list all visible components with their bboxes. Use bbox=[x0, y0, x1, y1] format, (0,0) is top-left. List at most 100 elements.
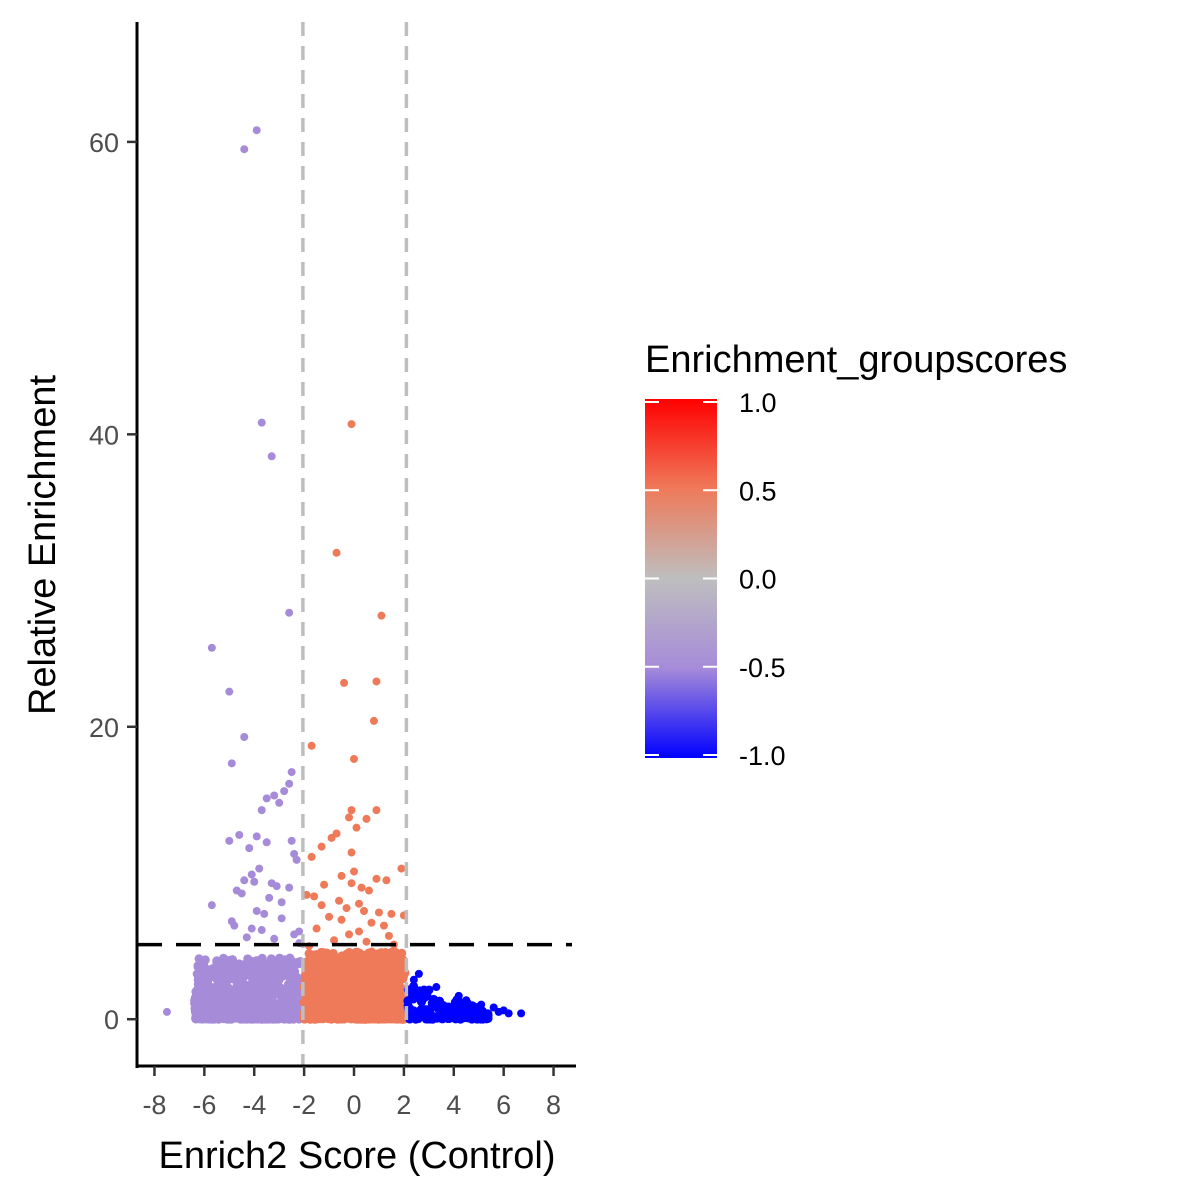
data-point bbox=[280, 787, 289, 796]
data-point bbox=[409, 975, 418, 984]
data-point bbox=[350, 754, 359, 763]
data-point bbox=[325, 912, 334, 921]
data-point bbox=[277, 914, 286, 923]
data-point bbox=[423, 1014, 433, 1024]
data-point bbox=[273, 1014, 283, 1024]
data-point bbox=[395, 1003, 405, 1013]
data-point bbox=[444, 1007, 454, 1017]
data-point bbox=[287, 768, 296, 777]
data-point bbox=[374, 989, 384, 999]
data-point bbox=[329, 960, 339, 970]
data-point bbox=[250, 877, 259, 886]
x-tick-label: 4 bbox=[446, 1090, 461, 1120]
y-tick-label: 0 bbox=[104, 1005, 119, 1035]
data-point bbox=[347, 420, 356, 429]
data-point bbox=[362, 814, 371, 823]
data-point bbox=[337, 871, 346, 880]
data-point bbox=[384, 931, 393, 940]
data-point bbox=[286, 995, 296, 1005]
data-point bbox=[218, 1001, 228, 1011]
data-point bbox=[226, 963, 236, 973]
data-point bbox=[384, 1003, 394, 1013]
data-point bbox=[494, 1007, 503, 1016]
data-point bbox=[237, 889, 246, 898]
data-point bbox=[279, 955, 289, 965]
data-point bbox=[241, 1014, 251, 1024]
data-point bbox=[382, 968, 392, 978]
data-point bbox=[256, 977, 266, 987]
y-tick-label: 20 bbox=[89, 713, 119, 743]
data-point bbox=[194, 974, 204, 984]
data-point bbox=[315, 957, 325, 967]
data-point bbox=[370, 964, 380, 974]
data-point bbox=[504, 1009, 513, 1018]
y-tick-label: 40 bbox=[89, 420, 119, 450]
data-point bbox=[374, 908, 383, 917]
data-point bbox=[462, 996, 471, 1005]
data-point bbox=[387, 909, 396, 918]
data-point bbox=[270, 791, 279, 800]
data-point bbox=[347, 977, 357, 987]
data-point bbox=[257, 418, 266, 427]
data-point bbox=[317, 901, 326, 910]
data-point bbox=[235, 830, 244, 839]
data-point bbox=[287, 836, 296, 845]
data-point bbox=[267, 452, 276, 461]
y-tick-label: 60 bbox=[89, 128, 119, 158]
data-point bbox=[469, 1004, 479, 1014]
data-point bbox=[332, 548, 341, 557]
data-point bbox=[345, 930, 354, 939]
data-point bbox=[304, 964, 314, 974]
legend-ticks: 1.0 0.5 0.0 -0.5 -1.0 bbox=[645, 388, 786, 771]
data-point bbox=[352, 968, 362, 978]
x-axis-ticks: -8 -6 -4 -2 0 2 4 6 8 bbox=[142, 1066, 561, 1120]
legend-label: 0.0 bbox=[739, 565, 777, 595]
data-point bbox=[225, 836, 234, 845]
data-point bbox=[207, 999, 217, 1009]
x-tick-label: -8 bbox=[142, 1090, 166, 1120]
data-point bbox=[292, 855, 301, 864]
data-point bbox=[358, 962, 368, 972]
data-point bbox=[221, 975, 231, 985]
data-point bbox=[334, 1002, 344, 1012]
x-tick-label: 8 bbox=[546, 1090, 561, 1120]
data-point bbox=[352, 823, 361, 832]
data-point bbox=[363, 969, 373, 979]
y-axis-title: Relative Enrichment bbox=[22, 375, 64, 715]
data-point bbox=[290, 968, 300, 978]
data-point bbox=[310, 995, 320, 1005]
data-point bbox=[432, 983, 441, 992]
data-point bbox=[392, 1014, 402, 1024]
data-point bbox=[381, 992, 391, 1002]
data-point bbox=[454, 991, 463, 1000]
x-axis-title: Enrich2 Score (Control) bbox=[158, 1135, 555, 1177]
data-point bbox=[304, 972, 314, 982]
data-point bbox=[191, 1012, 201, 1022]
legend-label: -0.5 bbox=[739, 653, 786, 683]
data-point bbox=[366, 985, 376, 995]
data-point bbox=[391, 948, 401, 958]
data-point bbox=[271, 961, 281, 971]
data-point bbox=[227, 759, 236, 768]
x-tick-label: -2 bbox=[292, 1090, 316, 1120]
data-point bbox=[196, 959, 206, 969]
data-point bbox=[256, 957, 266, 967]
data-point bbox=[314, 1005, 324, 1015]
data-point bbox=[355, 985, 365, 995]
data-point bbox=[330, 936, 339, 945]
data-point bbox=[209, 1012, 219, 1022]
x-tick-label: -4 bbox=[242, 1090, 266, 1120]
data-point bbox=[354, 899, 363, 908]
plot-area bbox=[137, 22, 572, 1066]
data-point bbox=[328, 1012, 338, 1022]
data-point bbox=[230, 921, 239, 930]
data-point bbox=[307, 852, 316, 861]
data-point bbox=[273, 976, 283, 986]
data-point bbox=[272, 882, 281, 891]
data-point bbox=[372, 806, 381, 815]
data-point bbox=[285, 779, 294, 788]
data-point bbox=[234, 964, 244, 974]
data-point bbox=[247, 924, 256, 933]
data-point bbox=[193, 998, 203, 1008]
data-point bbox=[278, 965, 288, 975]
